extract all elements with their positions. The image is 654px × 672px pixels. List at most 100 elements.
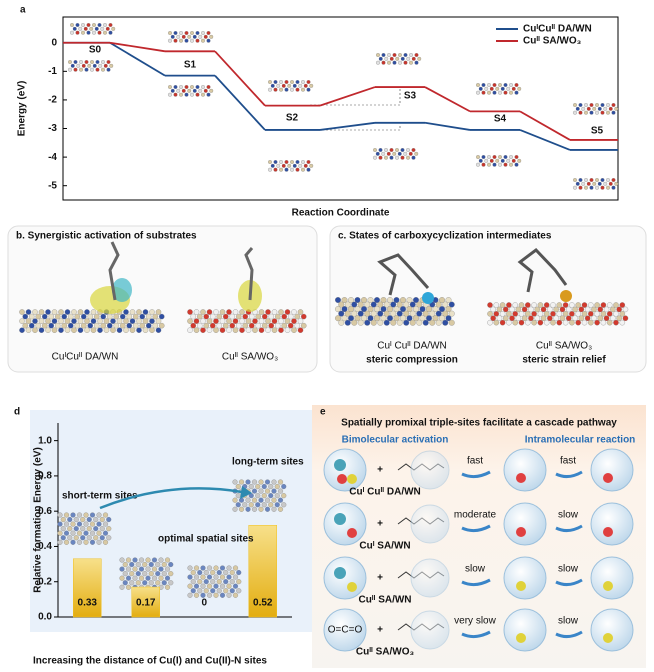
atom bbox=[584, 103, 588, 107]
atom bbox=[373, 148, 377, 152]
atom bbox=[232, 592, 239, 598]
atom bbox=[232, 583, 239, 589]
bubble bbox=[410, 450, 450, 490]
atom bbox=[616, 315, 622, 321]
atom bbox=[136, 327, 142, 333]
atom bbox=[251, 506, 258, 512]
atom bbox=[45, 318, 51, 324]
atom bbox=[374, 315, 380, 322]
atom bbox=[79, 67, 83, 72]
atom bbox=[400, 155, 405, 160]
atom bbox=[364, 301, 371, 308]
site bbox=[603, 473, 613, 483]
atom bbox=[506, 302, 512, 308]
atom bbox=[386, 151, 391, 156]
atom bbox=[206, 309, 213, 315]
atom bbox=[181, 88, 186, 93]
site bbox=[347, 582, 357, 592]
rate: fast bbox=[560, 456, 576, 467]
annotation: optimal spatial sites bbox=[158, 534, 254, 545]
atom bbox=[80, 526, 86, 532]
panel-label: e bbox=[320, 407, 326, 418]
atom bbox=[89, 530, 96, 536]
atom bbox=[187, 327, 193, 333]
atom bbox=[543, 319, 550, 326]
atom bbox=[400, 148, 405, 152]
atom bbox=[297, 327, 304, 333]
atom bbox=[448, 310, 455, 317]
atom bbox=[103, 23, 107, 27]
atom bbox=[28, 322, 35, 329]
bubble bbox=[503, 608, 547, 652]
atom bbox=[102, 539, 109, 545]
atom bbox=[252, 318, 258, 324]
atom bbox=[514, 155, 519, 159]
atom bbox=[113, 322, 120, 329]
atom bbox=[600, 185, 605, 190]
atom bbox=[51, 309, 58, 315]
atom bbox=[383, 301, 390, 308]
atom bbox=[198, 88, 203, 93]
metal-site bbox=[560, 290, 572, 302]
atom bbox=[145, 322, 152, 329]
atom bbox=[376, 53, 380, 57]
atom bbox=[51, 327, 58, 333]
atom bbox=[58, 318, 64, 324]
atom bbox=[287, 163, 292, 168]
atom bbox=[284, 327, 291, 333]
data-label: 0.52 bbox=[253, 598, 273, 609]
atom bbox=[588, 302, 594, 308]
atom bbox=[248, 313, 255, 320]
atom bbox=[562, 311, 569, 317]
atom bbox=[403, 301, 410, 308]
atom bbox=[101, 60, 105, 64]
atom bbox=[271, 327, 278, 333]
atom bbox=[119, 566, 125, 572]
atom bbox=[173, 92, 178, 97]
site bbox=[603, 527, 613, 537]
atom bbox=[222, 322, 229, 329]
atom bbox=[581, 302, 588, 308]
atom bbox=[395, 155, 399, 160]
state-label: S1 bbox=[184, 60, 197, 71]
atom bbox=[81, 23, 85, 27]
step-arrow bbox=[461, 470, 491, 479]
atom bbox=[63, 512, 70, 518]
atom bbox=[614, 106, 619, 111]
atom bbox=[478, 86, 483, 91]
atom bbox=[416, 301, 423, 308]
atom bbox=[335, 306, 341, 313]
atom bbox=[193, 565, 200, 571]
catalyst-label: Cuᴵ Cuᴵᴵ DA/WN bbox=[377, 341, 446, 352]
atom bbox=[277, 497, 284, 503]
atom bbox=[616, 306, 622, 313]
atom bbox=[179, 92, 183, 97]
atom bbox=[528, 306, 534, 313]
atom bbox=[68, 60, 72, 64]
atom bbox=[132, 313, 139, 320]
atom bbox=[492, 83, 497, 87]
atom bbox=[487, 319, 493, 326]
atom bbox=[531, 311, 537, 317]
atom bbox=[537, 319, 544, 326]
atom bbox=[122, 571, 128, 577]
atom bbox=[264, 488, 271, 494]
atom bbox=[135, 571, 141, 577]
atom bbox=[419, 315, 426, 322]
atom bbox=[129, 580, 135, 586]
atom bbox=[102, 530, 109, 536]
atom bbox=[84, 327, 90, 333]
atom bbox=[268, 313, 274, 320]
atom bbox=[556, 319, 563, 326]
atom bbox=[201, 92, 205, 97]
atom bbox=[129, 327, 136, 333]
atom bbox=[81, 63, 86, 68]
atom bbox=[338, 319, 345, 326]
atom bbox=[84, 318, 90, 324]
atom bbox=[377, 310, 384, 317]
atom bbox=[575, 181, 580, 186]
atom bbox=[610, 315, 616, 321]
atom bbox=[219, 309, 226, 315]
atom bbox=[270, 83, 275, 88]
atom bbox=[290, 167, 294, 172]
